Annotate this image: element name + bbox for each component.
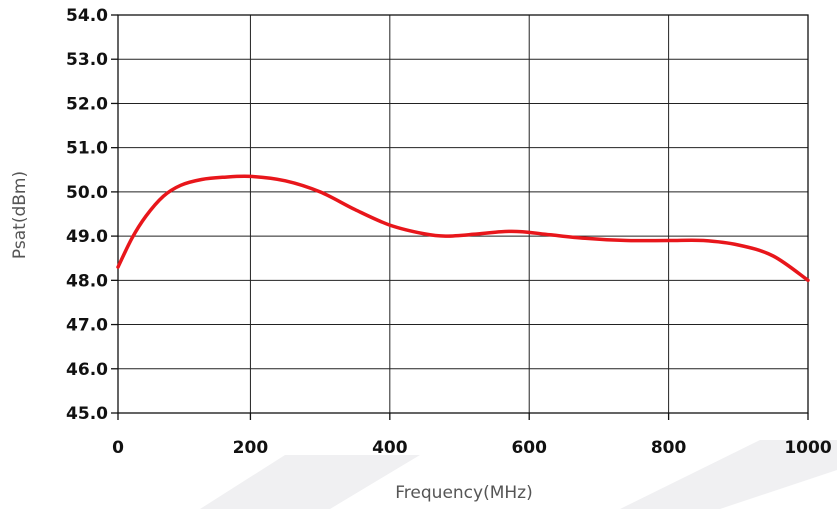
plot-area-frame (117, 14, 809, 414)
x-axis-label: Frequency(MHz) (395, 483, 532, 503)
y-tick-label: 45.0 (66, 404, 108, 424)
y-tick-label: 51.0 (66, 139, 108, 159)
x-tick-label: 1000 (784, 438, 831, 458)
y-tick-label: 46.0 (66, 360, 108, 380)
y-tick-label: 54.0 (66, 6, 108, 26)
y-tick-label: 47.0 (66, 316, 108, 336)
x-tick-label: 0 (112, 438, 124, 458)
series-layer (116, 174, 810, 283)
x-tick-label: 800 (651, 438, 687, 458)
x-axis: 0 200 400 600 800 1000 (112, 413, 832, 458)
y-tick-label: 50.0 (66, 183, 108, 203)
y-tick-label: 52.0 (66, 94, 108, 114)
y-tick-label: 49.0 (66, 227, 108, 247)
y-axis-label: Psat(dBm) (10, 171, 30, 259)
x-tick-label: 400 (372, 438, 408, 458)
y-axis: 45.0 46.0 47.0 48.0 49.0 50.0 51.0 52.0 53.0 54.0 (66, 6, 118, 424)
y-tick-label: 48.0 (66, 271, 108, 291)
x-tick-label: 200 (233, 438, 269, 458)
y-tick-label: 53.0 (66, 50, 108, 70)
x-tick-label: 600 (511, 438, 547, 458)
grid-lines (118, 14, 809, 414)
series-line (116, 174, 810, 283)
